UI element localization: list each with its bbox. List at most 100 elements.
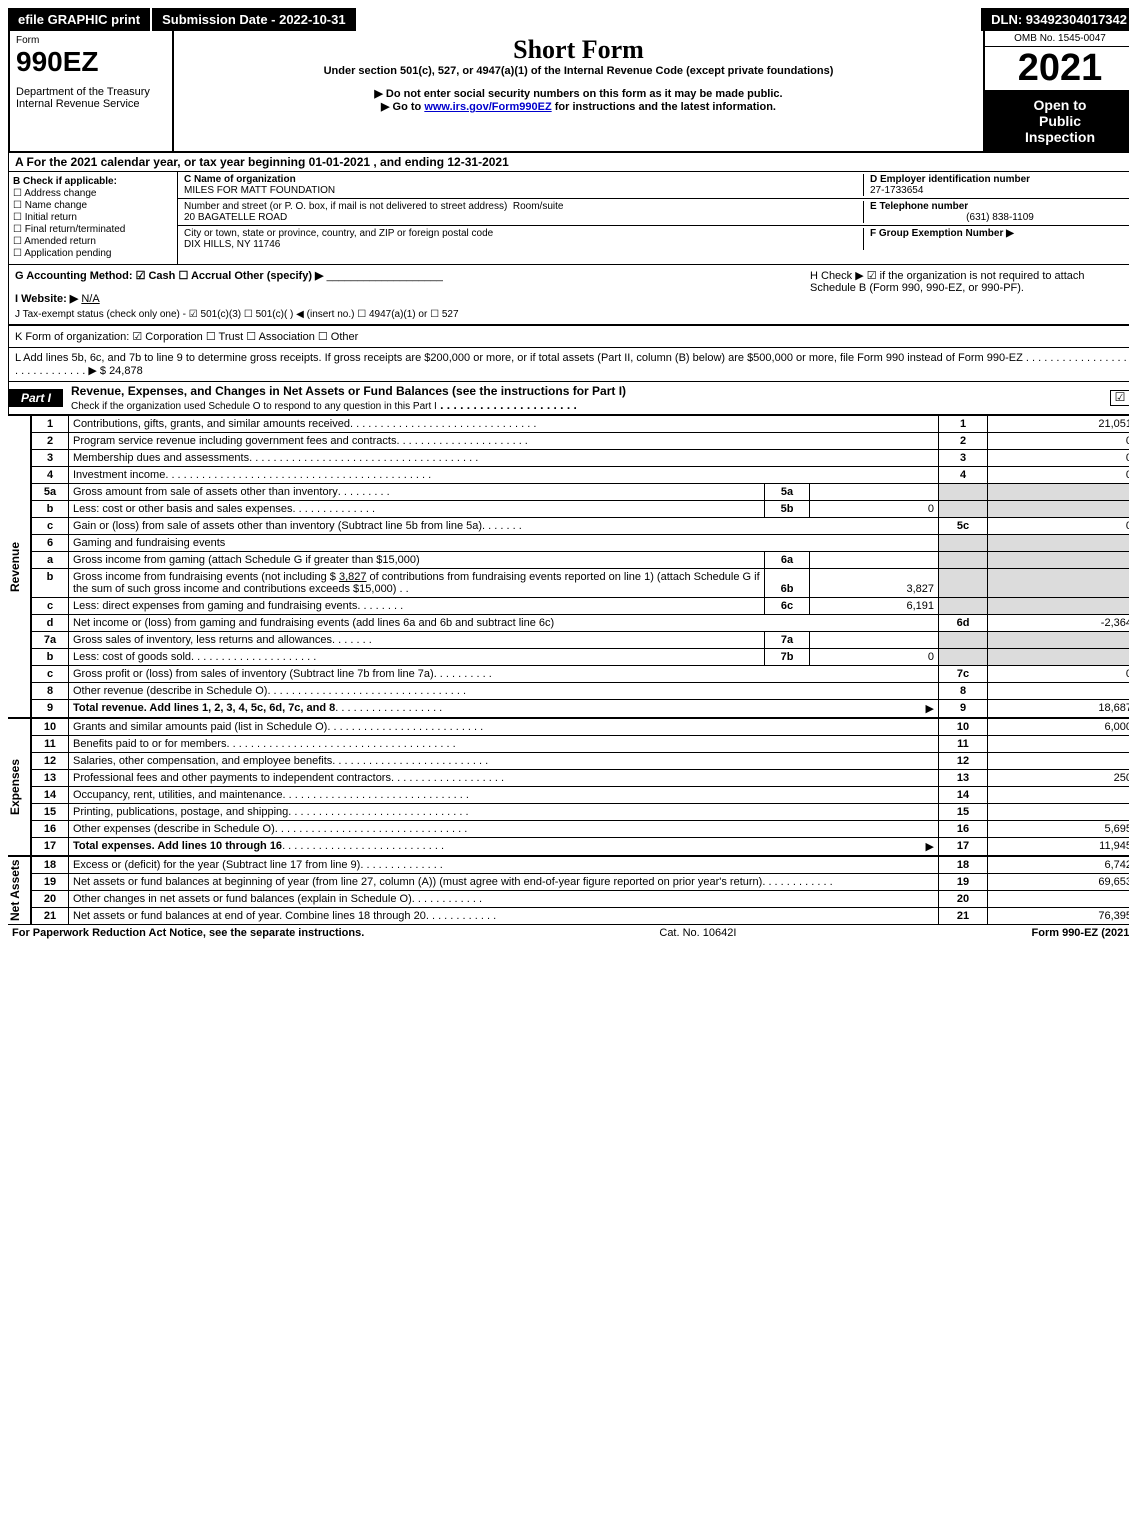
check-name-change[interactable]: ☐ Name change [13,200,173,211]
line17-arrow: ▶ [926,840,934,853]
line12-label: Salaries, other compensation, and employ… [73,755,332,767]
line14-label: Occupancy, rent, utilities, and maintena… [73,789,283,801]
expenses-table: 10Grants and similar amounts paid (list … [31,718,1129,856]
line6b-iamt: 3,827 [809,569,938,597]
line8-box: 8 [939,683,988,700]
line9-label: Total revenue. Add lines 1, 2, 3, 4, 5c,… [73,702,335,715]
line16-amt: 5,695 [988,821,1129,838]
line5c-box: 5c [939,518,988,535]
website-value: N/A [81,293,99,305]
line6a-ibox: 6a [764,552,809,568]
line15-amt [988,804,1129,821]
check-final-return[interactable]: ☐ Final return/terminated [13,224,173,235]
i-website: I Website: ▶ N/A [15,292,802,305]
line19-amt: 69,653 [988,874,1129,891]
line7b-ibox: 7b [764,649,809,665]
line18-label: Excess or (deficit) for the year (Subtra… [73,859,360,871]
expenses-side-label: Expenses [8,718,31,856]
line2-label: Program service revenue including govern… [73,435,396,447]
line12-box: 12 [939,753,988,770]
street-value: 20 BAGATELLE ROAD [184,212,863,223]
part1-title: Revenue, Expenses, and Changes in Net As… [63,382,1110,414]
line18-amt: 6,742 [988,857,1129,874]
section-b: B Check if applicable: ☐ Address change … [9,172,178,264]
dept-treasury: Department of the Treasury [16,86,166,98]
irs-link[interactable]: www.irs.gov/Form990EZ [424,101,551,113]
line7a-label: Gross sales of inventory, less returns a… [73,634,332,646]
line14-amt [988,787,1129,804]
line16-label: Other expenses (describe in Schedule O) [73,823,275,835]
opt-name: Name change [25,200,87,211]
line7a-iamt [809,632,938,648]
h-check: H Check ▶ ☑ if the organization is not r… [802,269,1129,320]
check-address-change[interactable]: ☐ Address change [13,188,173,199]
line4-box: 4 [939,467,988,484]
line13-box: 13 [939,770,988,787]
check-pending[interactable]: ☐ Application pending [13,248,173,259]
l-text: L Add lines 5b, 6c, and 7b to line 9 to … [15,352,1023,364]
part1-title-text: Revenue, Expenses, and Changes in Net As… [71,384,626,398]
line19-box: 19 [939,874,988,891]
open-line2: Public [989,113,1129,129]
line5b-label: Less: cost or other basis and sales expe… [73,503,293,515]
line15-box: 15 [939,804,988,821]
line6d-label: Net income or (loss) from gaming and fun… [73,617,554,629]
footer-form-id: Form 990-EZ (2021) [1032,927,1129,939]
line9-amt: 18,687 [988,700,1129,718]
part1-header: Part I Revenue, Expenses, and Changes in… [8,382,1129,415]
line5a-label: Gross amount from sale of assets other t… [73,486,338,498]
header-right: OMB No. 1545-0047 2021 Open to Public In… [983,31,1129,151]
line7c-label: Gross profit or (loss) from sales of inv… [73,668,434,680]
line18-box: 18 [939,857,988,874]
l-gross-receipts: L Add lines 5b, 6c, and 7b to line 9 to … [8,348,1129,382]
line6b-contrib: 3,827 [339,571,367,583]
line5c-amt: 0 [988,518,1129,535]
k-org-form: K Form of organization: ☑ Corporation ☐ … [8,325,1129,348]
line21-label: Net assets or fund balances at end of ye… [73,910,426,922]
b-title: B Check if applicable: [13,176,117,187]
check-initial-return[interactable]: ☐ Initial return [13,212,173,223]
phone-value: (631) 838-1109 [870,212,1129,223]
line9-arrow: ▶ [926,702,934,715]
line17-amt: 11,945 [988,838,1129,856]
short-form-title: Short Form [180,35,977,65]
city-label: City or town, state or province, country… [184,228,863,239]
check-amended[interactable]: ☐ Amended return [13,236,173,247]
revenue-section: Revenue 1Contributions, gifts, grants, a… [8,415,1129,718]
line5b-iamt: 0 [809,501,938,517]
line5b-ibox: 5b [764,501,809,517]
line10-amt: 6,000 [988,719,1129,736]
city-value: DIX HILLS, NY 11746 [184,239,863,250]
l-amount: 24,878 [109,365,143,377]
line21-amt: 76,395 [988,908,1129,925]
ssn-warning: ▶ Do not enter social security numbers o… [180,87,977,100]
open-public-badge: Open to Public Inspection [985,91,1129,151]
g-accounting: G Accounting Method: ☑ Cash ☐ Accrual Ot… [15,269,802,282]
line2-box: 2 [939,433,988,450]
net-assets-section: Net Assets 18Excess or (deficit) for the… [8,856,1129,925]
line6-label: Gaming and fundraising events [69,535,939,552]
open-line1: Open to [989,97,1129,113]
line11-label: Benefits paid to or for members [73,738,226,750]
line7b-label: Less: cost of goods sold [73,651,191,663]
opt-final: Final return/terminated [25,224,126,235]
omb-number: OMB No. 1545-0047 [985,31,1129,47]
opt-pending: Application pending [24,248,111,259]
line5c-label: Gain or (loss) from sale of assets other… [73,520,482,532]
goto-pre: ▶ Go to [381,101,424,113]
line6d-box: 6d [939,615,988,632]
line15-label: Printing, publications, postage, and shi… [73,806,288,818]
line6b-ibox: 6b [764,569,809,597]
tax-year: 2021 [985,47,1129,91]
line4-label: Investment income [73,469,165,481]
line7c-box: 7c [939,666,988,683]
form-label: Form [16,35,166,46]
irs-label: Internal Revenue Service [16,98,166,110]
room-label: Room/suite [513,201,564,212]
line21-box: 21 [939,908,988,925]
header-center: Short Form Under section 501(c), 527, or… [174,31,983,151]
line3-amt: 0 [988,450,1129,467]
line20-amt [988,891,1129,908]
line1-amt: 21,051 [988,416,1129,433]
part1-checkbox[interactable]: ☑ [1110,390,1129,406]
